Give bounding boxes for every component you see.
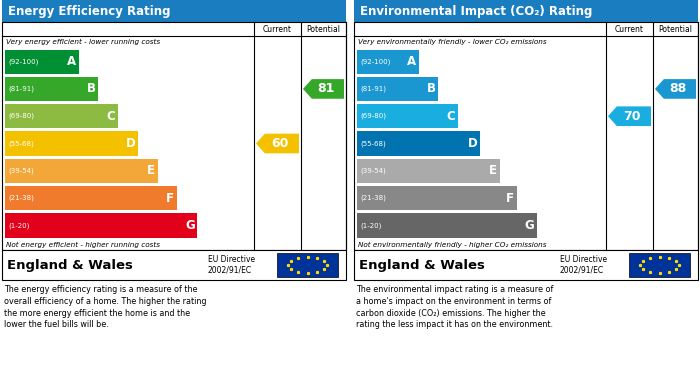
Text: Very energy efficient - lower running costs: Very energy efficient - lower running co… [6, 39, 160, 45]
Text: EU Directive
2002/91/EC: EU Directive 2002/91/EC [208, 255, 255, 275]
Text: 81: 81 [318, 83, 335, 95]
Bar [2, 250, 346, 280]
Text: Potential: Potential [659, 25, 692, 34]
Text: Current: Current [615, 25, 644, 34]
Bar [5, 77, 99, 101]
Text: Current: Current [263, 25, 292, 34]
Text: G: G [525, 219, 535, 232]
Text: C: C [447, 110, 455, 123]
Text: (69-80): (69-80) [8, 113, 34, 120]
Text: 70: 70 [624, 110, 641, 123]
Bar [354, 250, 698, 280]
Text: The environmental impact rating is a measure of
a home's impact on the environme: The environmental impact rating is a mea… [356, 285, 554, 329]
Text: The energy efficiency rating is a measure of the
overall efficiency of a home. T: The energy efficiency rating is a measur… [4, 285, 206, 329]
Bar [5, 104, 118, 128]
Text: D: D [468, 137, 478, 150]
Text: E: E [489, 164, 497, 177]
Bar [357, 131, 480, 156]
Text: (92-100): (92-100) [8, 58, 38, 65]
Text: A: A [407, 55, 416, 68]
Bar [354, 22, 698, 250]
Text: F: F [166, 192, 174, 204]
Text: (81-91): (81-91) [8, 86, 34, 92]
Text: England & Wales: England & Wales [359, 258, 485, 271]
Text: EU Directive
2002/91/EC: EU Directive 2002/91/EC [560, 255, 607, 275]
Bar [357, 104, 458, 128]
Bar [2, 22, 346, 250]
Text: (21-38): (21-38) [8, 195, 34, 201]
Polygon shape [608, 106, 651, 126]
Text: A: A [67, 55, 76, 68]
Text: (39-54): (39-54) [360, 167, 386, 174]
Text: G: G [185, 219, 195, 232]
Bar [277, 253, 338, 277]
Polygon shape [655, 79, 696, 99]
Bar [357, 186, 517, 210]
Bar [357, 50, 419, 74]
Bar [5, 131, 138, 156]
Text: Potential: Potential [307, 25, 340, 34]
Bar [5, 213, 197, 237]
Bar [357, 213, 537, 237]
Bar [357, 77, 438, 101]
Bar [5, 159, 158, 183]
Text: B: B [87, 83, 96, 95]
Text: C: C [107, 110, 116, 123]
Text: Energy Efficiency Rating: Energy Efficiency Rating [8, 5, 171, 18]
Text: (1-20): (1-20) [8, 222, 29, 229]
Text: (1-20): (1-20) [360, 222, 382, 229]
Text: (92-100): (92-100) [360, 58, 391, 65]
Text: (69-80): (69-80) [360, 113, 386, 120]
Text: Very environmentally friendly - lower CO₂ emissions: Very environmentally friendly - lower CO… [358, 39, 547, 45]
Text: England & Wales: England & Wales [7, 258, 133, 271]
Text: F: F [506, 192, 514, 204]
Text: B: B [427, 83, 435, 95]
Text: (55-68): (55-68) [8, 140, 34, 147]
Bar [357, 159, 500, 183]
Polygon shape [256, 134, 299, 153]
Bar [5, 50, 79, 74]
Text: (81-91): (81-91) [360, 86, 386, 92]
Polygon shape [303, 79, 344, 99]
Text: D: D [126, 137, 136, 150]
Text: E: E [146, 164, 155, 177]
Text: Not energy efficient - higher running costs: Not energy efficient - higher running co… [6, 242, 160, 248]
Text: 88: 88 [669, 83, 687, 95]
Text: (21-38): (21-38) [360, 195, 386, 201]
Text: 60: 60 [272, 137, 289, 150]
Bar [5, 186, 177, 210]
Text: Not environmentally friendly - higher CO₂ emissions: Not environmentally friendly - higher CO… [358, 242, 547, 248]
Text: (39-54): (39-54) [8, 167, 34, 174]
Bar [2, 0, 346, 22]
Bar [629, 253, 690, 277]
Bar [354, 0, 698, 22]
Text: (55-68): (55-68) [360, 140, 386, 147]
Text: Environmental Impact (CO₂) Rating: Environmental Impact (CO₂) Rating [360, 5, 592, 18]
